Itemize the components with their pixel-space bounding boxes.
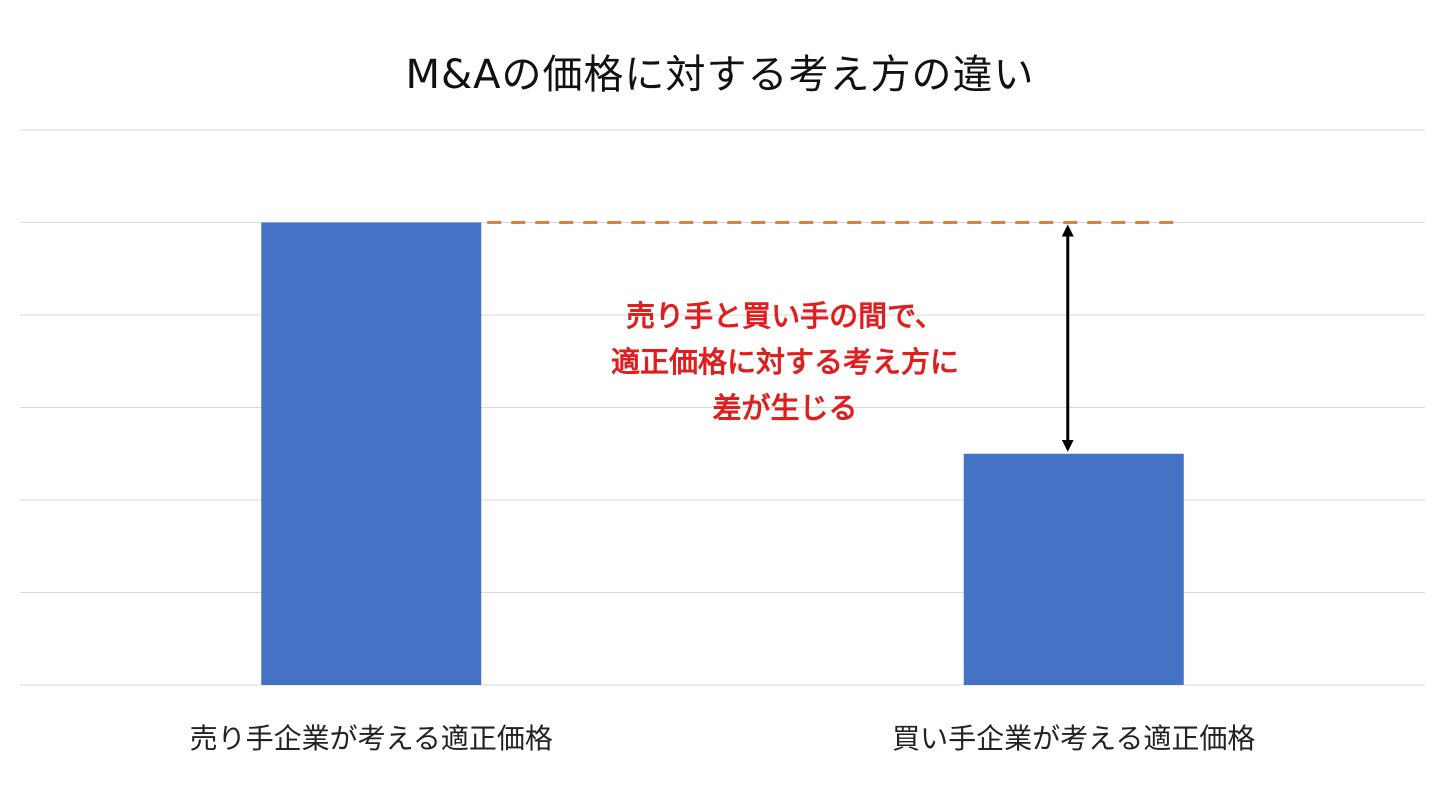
annotation-line: 売り手と買い手の間で、 — [626, 299, 944, 333]
overlays — [487, 221, 1179, 452]
x-tick-label: 売り手企業が考える適正価格 — [190, 722, 553, 755]
gridlines — [20, 129, 1425, 686]
chart-title: M&Aの価格に対する考え方の違い — [405, 52, 1035, 98]
bar-2 — [963, 453, 1184, 685]
x-tick-label: 買い手企業が考える適正価格 — [892, 722, 1255, 755]
tick-labels: 売り手企業が考える適正価格 買い手企業が考える適正価格 — [190, 722, 1256, 755]
annotation-line: 差が生じる — [712, 391, 857, 425]
bar-1 — [261, 222, 482, 685]
annotation-line: 適正価格に対する考え方に — [611, 345, 959, 379]
bars — [261, 222, 1184, 685]
